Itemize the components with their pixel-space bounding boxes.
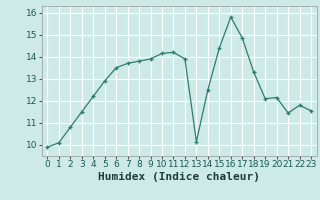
- X-axis label: Humidex (Indice chaleur): Humidex (Indice chaleur): [98, 172, 260, 182]
